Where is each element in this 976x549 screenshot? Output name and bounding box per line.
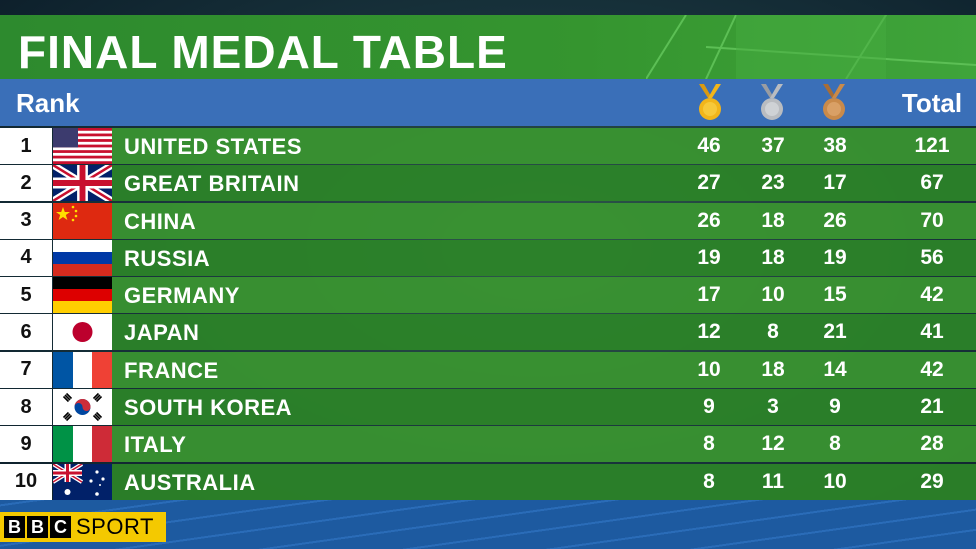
bronze-medal-icon	[823, 84, 845, 120]
gold-count: 8	[703, 432, 715, 456]
logo-letter: B	[27, 516, 48, 538]
silver-count: 37	[761, 134, 785, 157]
rank-cell: 4	[0, 239, 52, 276]
usa-flag-icon	[53, 128, 112, 164]
gold-count: 12	[697, 320, 721, 344]
title-bar: FINAL MEDAL TABLE	[0, 15, 976, 79]
silver-count: 18	[761, 208, 785, 232]
south-korea-flag-icon	[53, 389, 112, 426]
logo-letter: B	[4, 516, 25, 538]
bronze-count: 10	[823, 469, 847, 493]
table-row: 9 ITALY 8 12 8 28	[0, 426, 976, 463]
table-row: 4 RUSSIA 19 18 19 56	[0, 239, 976, 277]
country-name: UNITED STATES	[124, 134, 303, 159]
france-flag-icon	[53, 351, 112, 388]
silver-count: 3	[767, 395, 779, 419]
bronze-count: 17	[823, 171, 847, 195]
rank-cell: 10	[0, 463, 52, 500]
bronze-count: 19	[823, 245, 847, 269]
rank-cell: 9	[0, 426, 52, 463]
gold-count: 10	[697, 357, 721, 381]
total-count: 42	[920, 357, 944, 381]
bronze-count: 15	[823, 283, 847, 307]
silver-count: 10	[761, 283, 785, 307]
bronze-count: 26	[823, 208, 847, 232]
bronze-count: 21	[823, 320, 847, 344]
total-count: 42	[920, 283, 944, 307]
bronze-count: 9	[829, 395, 841, 419]
rank-cell: 2	[0, 165, 52, 202]
country-name: AUSTRALIA	[124, 469, 256, 495]
total-count: 67	[920, 171, 944, 195]
russia-flag-icon	[53, 239, 112, 276]
gold-count: 17	[697, 283, 721, 307]
table-header: Rank Total	[0, 79, 976, 126]
germany-flag-icon	[53, 277, 112, 314]
gold-count: 27	[697, 171, 721, 195]
country-name: FRANCE	[124, 357, 219, 383]
logo-letter: C	[50, 516, 71, 538]
silver-count: 8	[767, 320, 779, 344]
gold-count: 9	[703, 395, 715, 419]
total-count: 21	[920, 395, 944, 419]
total-count: 56	[920, 245, 944, 269]
total-column-header: Total	[901, 88, 963, 118]
rank-cell: 5	[0, 277, 52, 314]
total-count: 121	[914, 134, 950, 157]
gold-count: 8	[703, 469, 715, 493]
gold-count: 46	[697, 134, 721, 157]
country-name: CHINA	[124, 208, 197, 234]
gold-count: 19	[697, 245, 721, 269]
rank-cell: 7	[0, 351, 52, 388]
total-count: 41	[920, 320, 944, 344]
china-flag-icon	[53, 202, 112, 239]
country-name: GERMANY	[124, 283, 240, 309]
country-name: SOUTH KOREA	[124, 395, 293, 421]
silver-count: 11	[761, 469, 785, 493]
rank-cell: 3	[0, 202, 52, 239]
italy-flag-icon	[53, 426, 112, 463]
field-lines-decoration	[646, 15, 976, 79]
silver-count: 23	[761, 171, 785, 195]
bronze-count: 14	[823, 357, 847, 381]
table-row: 2 GREAT BRITAIN 27 23 17 67	[0, 165, 976, 202]
country-name: ITALY	[124, 432, 187, 458]
table-row: 5 GERMANY 17 10 15 42	[0, 277, 976, 314]
total-count: 70	[920, 208, 944, 232]
page-title: FINAL MEDAL TABLE	[18, 26, 508, 78]
australia-flag-icon	[53, 463, 112, 500]
silver-medal-icon	[761, 84, 783, 120]
country-name: RUSSIA	[124, 245, 211, 271]
gold-medal-icon	[699, 84, 721, 120]
bbc-sport-logo: B B C SPORT	[0, 512, 166, 542]
total-count: 28	[920, 432, 944, 456]
silver-count: 18	[761, 357, 785, 381]
bronze-count: 38	[823, 134, 847, 157]
silver-count: 12	[761, 432, 785, 456]
logo-sport-text: SPORT	[76, 514, 154, 539]
table-row: 8 SOUTH KOREA 9 3 9 21	[0, 389, 976, 426]
medal-table: 1 UNITED STATES 46 37 38 121 2 GR	[0, 128, 976, 501]
table-row: 1 UNITED STATES 46 37 38 121	[0, 128, 976, 165]
bronze-count: 8	[829, 432, 841, 456]
japan-flag-icon	[53, 314, 112, 351]
table-row: 6 JAPAN 12 8 21 41	[0, 314, 976, 351]
silver-count: 18	[761, 245, 785, 269]
rank-cell: 1	[0, 128, 52, 164]
rank-cell: 8	[0, 389, 52, 426]
total-count: 29	[920, 469, 944, 493]
country-name: GREAT BRITAIN	[124, 171, 300, 197]
table-row: 10 AUSTRALIA 8 11 10 29	[0, 463, 976, 501]
table-row: 3 CHINA 26 18 26 70	[0, 202, 976, 240]
uk-flag-icon	[53, 165, 112, 202]
table-row: 7 FRANCE 10 18 14 42	[0, 351, 976, 389]
country-name: JAPAN	[124, 320, 200, 346]
rank-cell: 6	[0, 314, 52, 351]
rank-column-header: Rank	[16, 88, 80, 118]
gold-count: 26	[697, 208, 721, 232]
